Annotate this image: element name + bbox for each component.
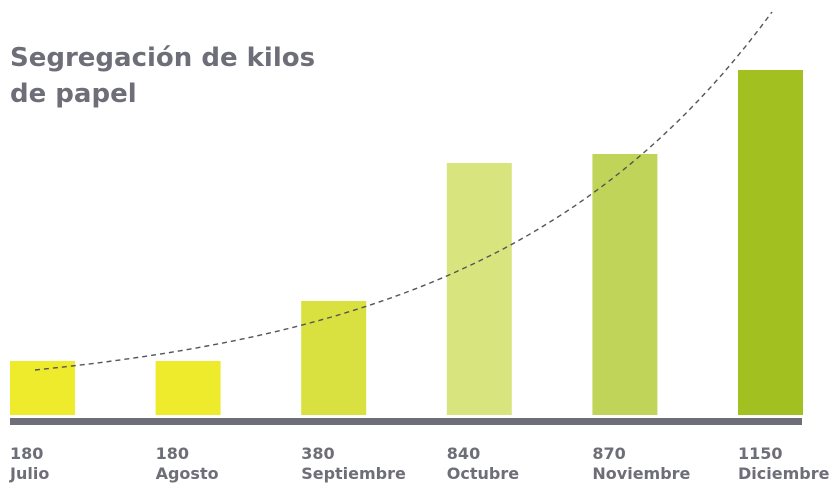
chart-title: Segregación de kilos de papel <box>10 43 316 109</box>
bar-septiembre <box>301 301 367 415</box>
bar-julio <box>10 361 75 415</box>
category-label: Agosto <box>156 464 219 483</box>
value-label: 180 <box>10 444 43 463</box>
category-label: Diciembre <box>738 464 830 483</box>
category-label: Octubre <box>447 464 519 483</box>
value-label: 180 <box>156 444 189 463</box>
bar-octubre <box>446 163 512 415</box>
value-label: 380 <box>301 444 334 463</box>
category-label: Noviembre <box>592 464 690 483</box>
bar-noviembre <box>592 154 658 415</box>
bar-agosto <box>155 361 221 415</box>
value-label: 870 <box>592 444 625 463</box>
category-label: Septiembre <box>301 464 406 483</box>
trendline <box>34 11 773 371</box>
value-label: 840 <box>447 444 480 463</box>
value-label: 1150 <box>738 444 783 463</box>
category-label: Julio <box>9 464 49 483</box>
x-axis-line <box>10 418 802 425</box>
bar-diciembre <box>738 70 803 415</box>
